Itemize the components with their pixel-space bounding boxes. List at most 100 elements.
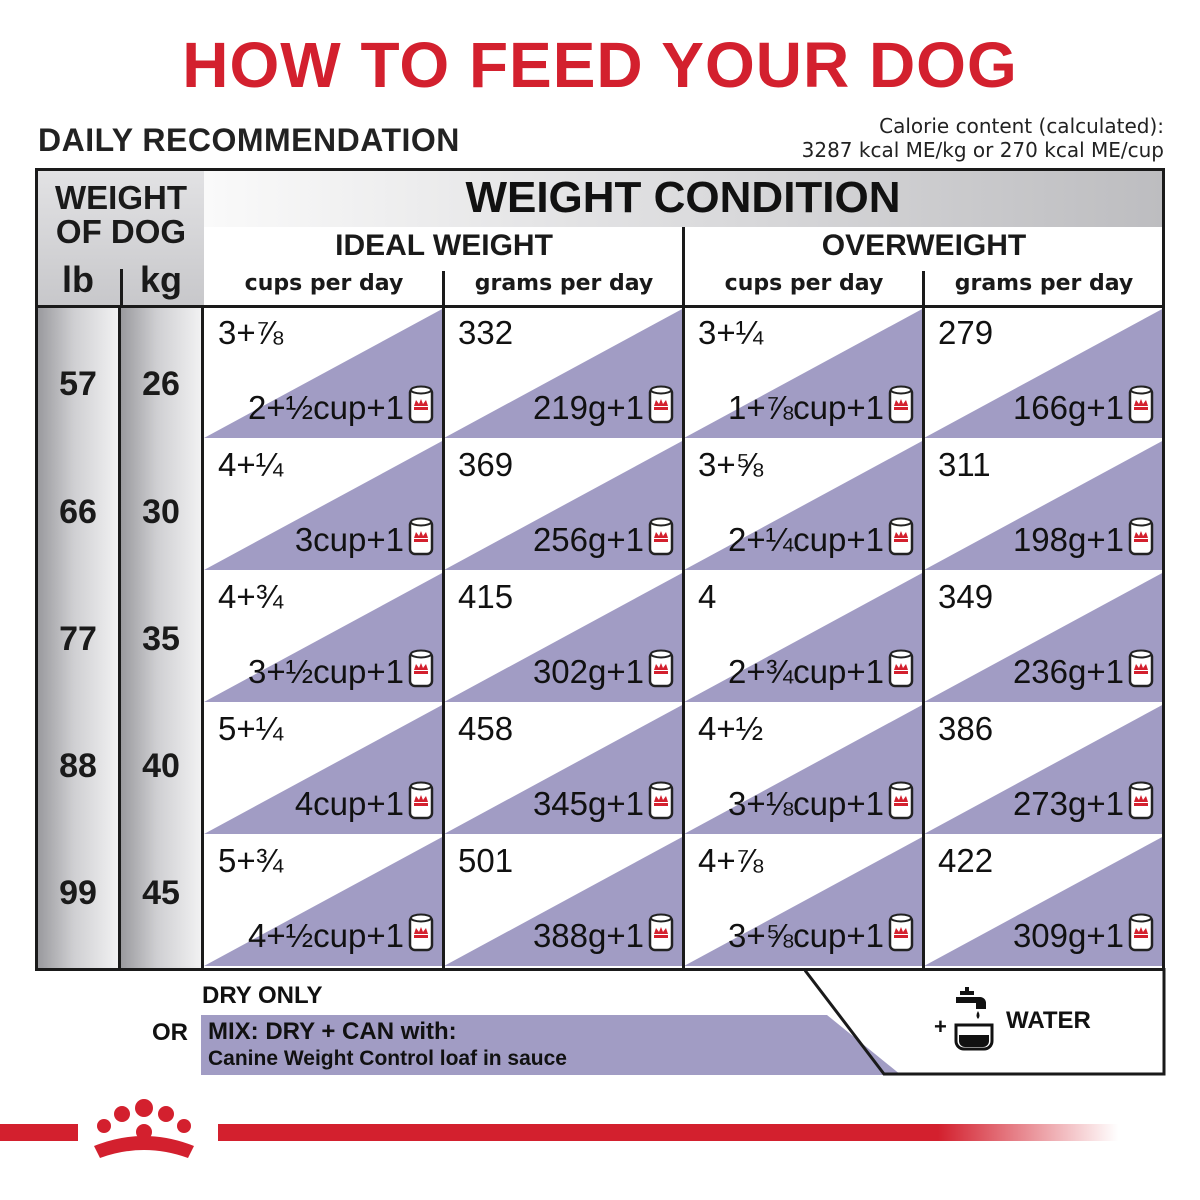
cell-r3-over-cups: 4 2+¾cup+1: [684, 572, 924, 702]
cell-mix-text: 2+½cup+1: [248, 389, 404, 426]
mix-band: [201, 1015, 901, 1075]
cell-triangle: [204, 440, 444, 570]
cell-mix-value: 309g+1: [1013, 912, 1154, 960]
calorie-line-1: Calorie content (calculated):: [879, 114, 1164, 138]
cell-mix-value: 256g+1: [533, 516, 674, 564]
mix-line-2: Canine Weight Control loaf in sauce: [208, 1047, 567, 1070]
cell-mix-text: 198g+1: [1012, 521, 1124, 558]
cell-triangle: [684, 572, 924, 702]
cell-r1-ideal-cups: 3+⅞ 2+½cup+1: [204, 308, 444, 438]
daily-recommendation-label: DAILY RECOMMENDATION: [38, 122, 460, 158]
cell-triangle: [924, 705, 1162, 834]
cell-r4-over-grams: 386 273g+1: [924, 704, 1162, 834]
water-tap-icon: [950, 985, 998, 1061]
row-5-lb: 99: [59, 874, 97, 912]
cell-mix-value: 236g+1: [1013, 648, 1154, 696]
cell-dry-value: 349: [938, 578, 994, 615]
water-plus: +: [934, 1014, 947, 1039]
col-divider-2: [682, 227, 685, 968]
cell-r5-ideal-grams: 501 388g+1: [444, 836, 684, 966]
cell-mix-value: 388g+1: [533, 912, 674, 960]
cell-r4-ideal-cups: 5+¼ 4cup+1: [204, 704, 444, 834]
brand-line-right: [218, 1124, 1118, 1141]
cell-dry-value: 3+⅝: [698, 446, 764, 483]
can-icon: [408, 912, 434, 960]
cell-mix-value: 345g+1: [533, 780, 674, 828]
cell-dry-value: 4+¼: [218, 446, 284, 483]
can-icon: [648, 384, 674, 432]
cell-triangle: [204, 572, 444, 702]
cell-mix-text: 4cup+1: [294, 785, 404, 822]
cell-triangle: [444, 572, 684, 702]
cell-r5-over-grams: 422 309g+1: [924, 836, 1162, 966]
brand-line-left: [0, 1124, 78, 1141]
cell-mix-text: 388g+1: [532, 917, 644, 954]
cell-triangle: [204, 836, 444, 966]
can-icon: [1128, 780, 1154, 828]
cell-mix-value: 2+½cup+1: [248, 384, 434, 432]
can-icon: [1128, 648, 1154, 696]
can-icon: [888, 516, 914, 564]
cell-mix-value: 166g+1: [1013, 384, 1154, 432]
royal-canin-crown-logo: [94, 1099, 194, 1158]
row-1-kg: 26: [142, 365, 180, 403]
cell-mix-text: 219g+1: [532, 389, 644, 426]
cell-r2-ideal-grams: 369 256g+1: [444, 440, 684, 570]
cell-dry-value: 4+⅞: [698, 842, 764, 879]
cell-r1-ideal-grams: 332 219g+1: [444, 308, 684, 438]
cell-mix-value: 3+⅝cup+1: [728, 912, 914, 960]
cell-r5-ideal-cups: 5+¾ 4+½cup+1: [204, 836, 444, 966]
cell-mix-value: 1+⅞cup+1: [728, 384, 914, 432]
cell-dry-value: 415: [458, 578, 514, 615]
cell-triangle: [924, 309, 1162, 438]
can-icon: [648, 516, 674, 564]
cell-dry-value: 3+⅞: [218, 314, 284, 351]
cell-r4-ideal-grams: 458 345g+1: [444, 704, 684, 834]
weight-condition-title: WEIGHT CONDITION: [465, 173, 901, 222]
cell-mix-text: 166g+1: [1012, 389, 1124, 426]
dry-only-label: DRY ONLY: [202, 982, 323, 1009]
weight-of-dog-line-2: OF DOG: [55, 213, 187, 250]
kg-divider: [201, 308, 204, 968]
cell-mix-text: 3+⅝cup+1: [728, 917, 884, 954]
can-icon: [408, 516, 434, 564]
cell-triangle: [204, 704, 444, 834]
group-ideal-weight: IDEAL WEIGHT: [335, 229, 553, 262]
cell-mix-text: 4+½cup+1: [248, 917, 404, 954]
weight-of-dog-line-1: WEIGHT: [55, 179, 187, 216]
cell-triangle: [924, 573, 1162, 702]
cell-mix-value: 2+¼cup+1: [728, 516, 914, 564]
cell-mix-text: 2+¼cup+1: [728, 521, 884, 558]
cell-triangle: [444, 440, 684, 570]
cell-triangle: [684, 836, 924, 966]
cell-mix-value: 198g+1: [1013, 516, 1154, 564]
can-icon: [648, 780, 674, 828]
cell-mix-text: 3cup+1: [294, 521, 404, 558]
cell-r3-over-grams: 349 236g+1: [924, 572, 1162, 702]
cell-mix-value: 4+½cup+1: [248, 912, 434, 960]
can-icon: [408, 648, 434, 696]
mix-line-1: MIX: DRY + CAN with:: [208, 1018, 457, 1045]
row-2-lb: 66: [59, 493, 97, 531]
row-3-kg: 35: [142, 620, 180, 658]
cell-triangle: [444, 836, 684, 966]
can-icon: [888, 912, 914, 960]
row-4-kg: 40: [142, 747, 180, 785]
row-2-kg: 30: [142, 493, 180, 531]
can-icon: [408, 384, 434, 432]
can-icon: [1128, 912, 1154, 960]
kg-column: [121, 308, 201, 968]
cell-r2-over-grams: 311 198g+1: [924, 440, 1162, 570]
cell-dry-value: 369: [458, 446, 514, 483]
cell-triangle: [684, 440, 924, 570]
cell-mix-text: 273g+1: [1012, 785, 1124, 822]
can-icon: [1128, 516, 1154, 564]
cell-r2-ideal-cups: 4+¼ 3cup+1: [204, 440, 444, 570]
sub-ideal-grams: grams per day: [474, 271, 654, 296]
cell-mix-value: 273g+1: [1013, 780, 1154, 828]
water-box: [804, 968, 1166, 1076]
can-icon: [648, 912, 674, 960]
cell-mix-text: 309g+1: [1012, 917, 1124, 954]
cell-mix-value: 4cup+1: [295, 780, 434, 828]
page-title: HOW TO FEED YOUR DOG: [182, 29, 1018, 101]
